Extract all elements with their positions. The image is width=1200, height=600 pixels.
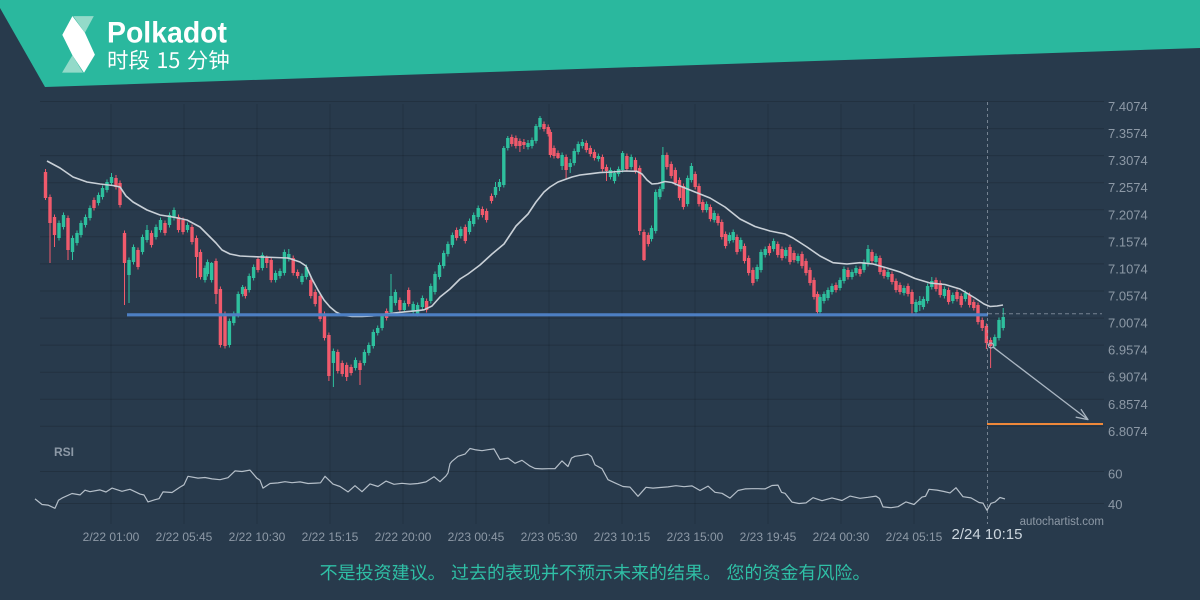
svg-text:6.8074: 6.8074 (1108, 424, 1148, 439)
svg-text:7.0574: 7.0574 (1108, 289, 1148, 304)
svg-text:2/23 00:45: 2/23 00:45 (448, 530, 505, 544)
svg-text:7.0074: 7.0074 (1108, 316, 1148, 331)
svg-text:7.1574: 7.1574 (1108, 234, 1148, 249)
svg-text:2/23 15:00: 2/23 15:00 (667, 530, 724, 544)
svg-text:2/24 10:15: 2/24 10:15 (952, 526, 1023, 543)
svg-text:7.1074: 7.1074 (1108, 261, 1148, 276)
svg-text:2/24 05:15: 2/24 05:15 (886, 530, 943, 544)
svg-text:2/23 05:30: 2/23 05:30 (521, 530, 578, 544)
svg-text:2/22 05:45: 2/22 05:45 (156, 530, 213, 544)
svg-text:RSI: RSI (54, 445, 74, 459)
svg-text:2/22 10:30: 2/22 10:30 (229, 530, 286, 544)
svg-text:2/22 20:00: 2/22 20:00 (375, 530, 432, 544)
svg-text:7.2074: 7.2074 (1108, 207, 1148, 222)
svg-text:Polkadot: Polkadot (107, 17, 227, 50)
svg-text:60: 60 (1108, 467, 1122, 482)
svg-text:autochartist.com: autochartist.com (1020, 516, 1104, 528)
svg-text:40: 40 (1108, 497, 1122, 512)
svg-text:2/22 15:15: 2/22 15:15 (302, 530, 359, 544)
svg-text:7.2574: 7.2574 (1108, 180, 1148, 195)
svg-text:2/23 10:15: 2/23 10:15 (594, 530, 651, 544)
svg-text:7.4074: 7.4074 (1108, 99, 1148, 114)
svg-text:2/24 00:30: 2/24 00:30 (813, 530, 870, 544)
svg-text:6.9574: 6.9574 (1108, 343, 1148, 358)
svg-text:2/23 19:45: 2/23 19:45 (740, 530, 797, 544)
svg-text:7.3074: 7.3074 (1108, 153, 1148, 168)
svg-text:2/22 01:00: 2/22 01:00 (83, 530, 140, 544)
svg-text:6.8574: 6.8574 (1108, 397, 1148, 412)
svg-text:6.9074: 6.9074 (1108, 370, 1148, 385)
svg-text:7.3574: 7.3574 (1108, 126, 1148, 141)
